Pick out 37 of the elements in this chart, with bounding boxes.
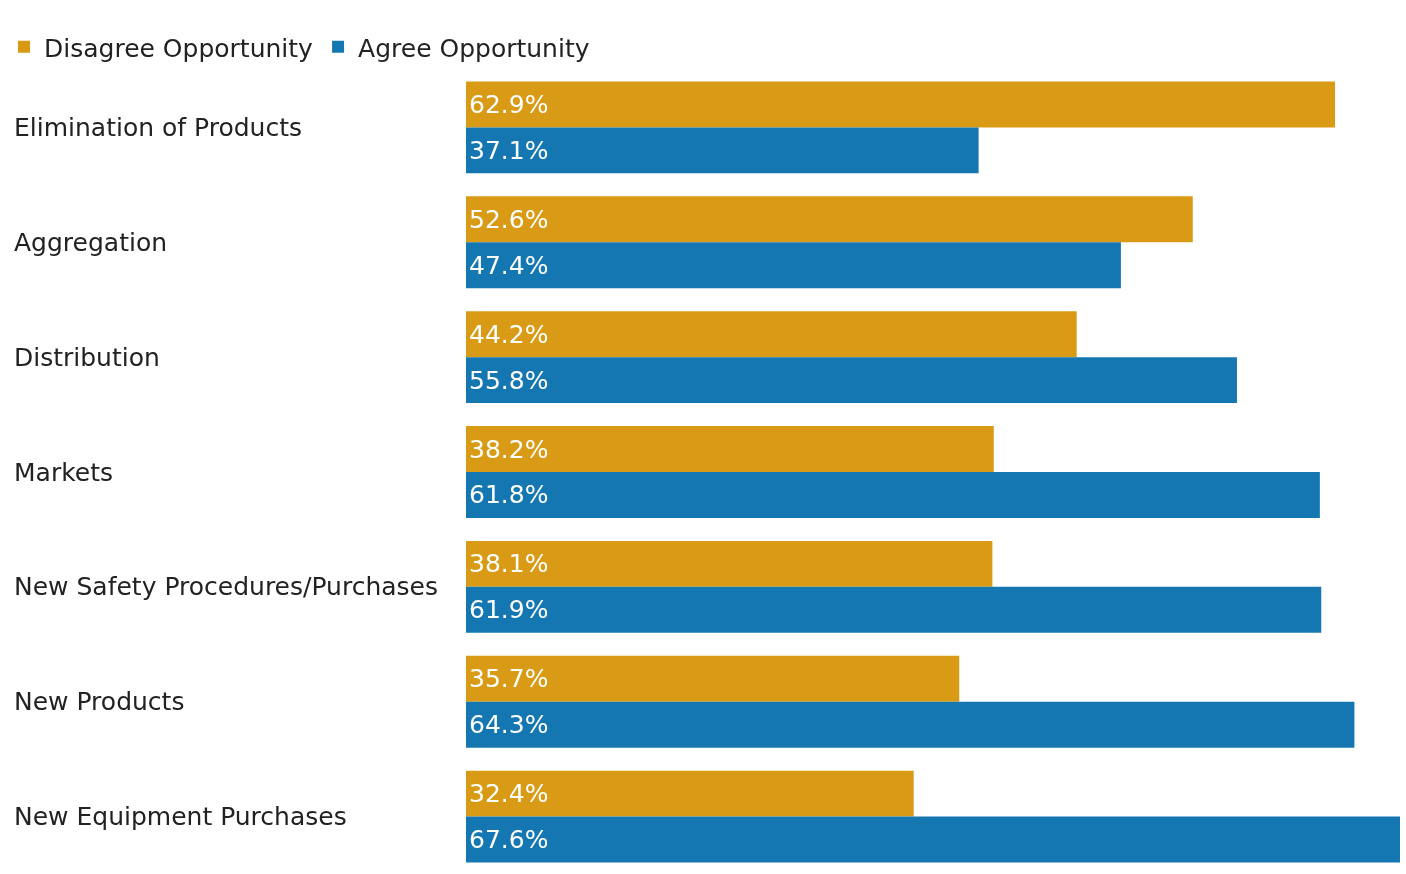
bar <box>466 81 1336 128</box>
bar <box>466 196 1193 243</box>
bar <box>466 357 1237 404</box>
bar <box>466 701 1355 748</box>
data-label: 38.2% <box>469 434 549 464</box>
y-tick-label: Aggregation <box>14 228 168 257</box>
data-label: 61.9% <box>469 595 549 625</box>
bar <box>466 586 1322 633</box>
y-tick-label: Distribution <box>14 343 160 372</box>
bar <box>466 655 960 702</box>
data-label: 38.1% <box>469 549 549 579</box>
bar <box>466 770 914 817</box>
bar <box>466 816 1400 863</box>
data-label: 44.2% <box>469 319 549 349</box>
legend-label: Disagree Opportunity <box>44 33 314 63</box>
bar <box>466 426 994 472</box>
y-tick-label: Elimination of Products <box>14 113 302 142</box>
data-label: 62.9% <box>469 89 549 119</box>
data-label: 35.7% <box>469 664 549 694</box>
y-tick-label: New Products <box>14 687 185 716</box>
data-label: 37.1% <box>469 135 549 165</box>
data-label: 61.8% <box>469 480 549 510</box>
y-tick-label: New Safety Procedures/Purchases <box>14 572 438 601</box>
bar <box>466 540 993 587</box>
bar <box>466 472 1320 518</box>
y-tick-label: New Equipment Purchases <box>14 802 347 831</box>
legend-label: Agree Opportunity <box>358 33 590 63</box>
data-label: 67.6% <box>469 825 549 855</box>
y-tick-label: Markets <box>14 458 113 487</box>
data-label: 47.4% <box>469 250 549 280</box>
bar <box>466 127 979 174</box>
data-label: 55.8% <box>469 365 549 395</box>
bar <box>466 311 1077 358</box>
bar <box>466 242 1121 289</box>
data-label: 64.3% <box>469 710 549 740</box>
data-label: 52.6% <box>469 204 549 234</box>
data-label: 32.4% <box>469 779 549 809</box>
